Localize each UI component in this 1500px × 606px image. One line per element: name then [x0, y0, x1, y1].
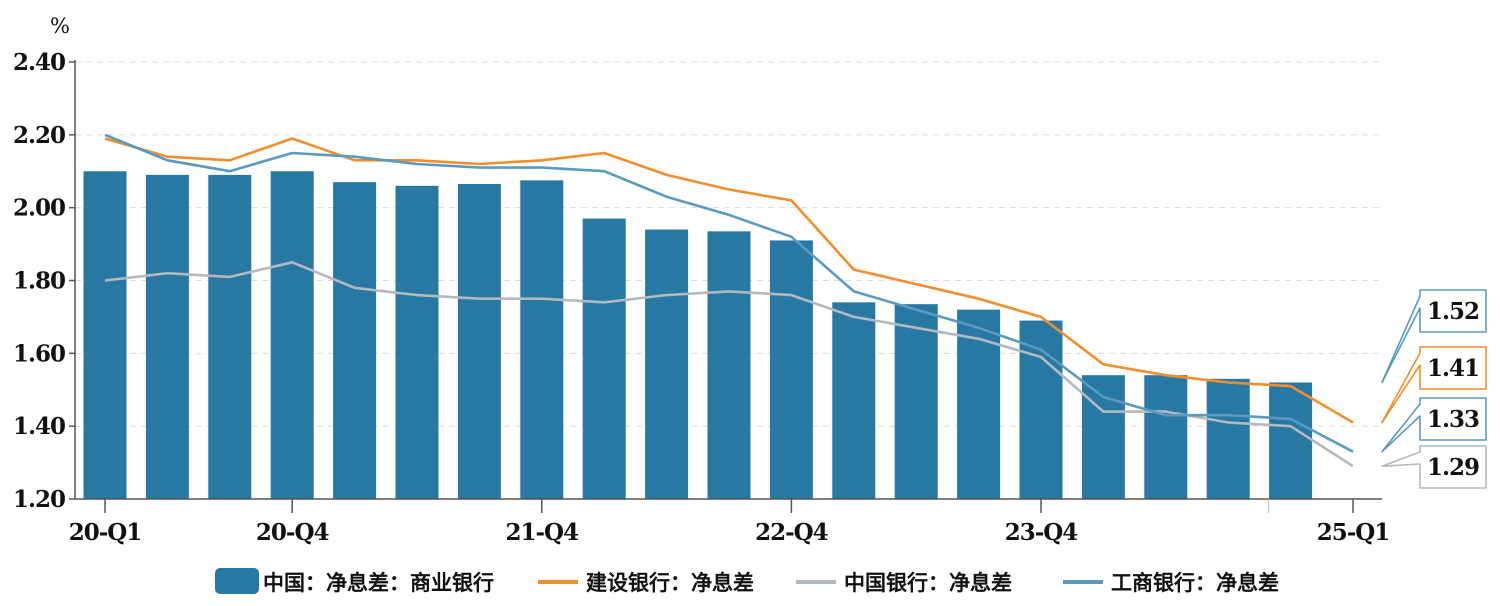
end-label-text: 1.52: [1427, 298, 1479, 325]
legend-swatch-bar: [215, 568, 259, 594]
end-label: 1.41: [1381, 346, 1487, 424]
bar: [83, 171, 127, 499]
x-tick-label: 20-Q4: [256, 519, 330, 546]
legend-item: 中国：净息差：商业银行: [215, 568, 494, 595]
bar: [957, 309, 1001, 499]
end-label-text: 1.33: [1427, 406, 1479, 433]
end-label-box: [1381, 346, 1487, 424]
line-series: [104, 133, 1354, 468]
bar: [832, 302, 876, 499]
legend-label: 工商银行：净息差: [1111, 571, 1279, 595]
end-label: 1.29: [1381, 445, 1487, 489]
bar: [333, 182, 377, 500]
legend-label: 中国：净息差：商业银行: [263, 571, 494, 595]
legend-item: 建设银行：净息差: [538, 571, 754, 595]
series-line: [104, 133, 1354, 453]
bar: [457, 183, 501, 499]
end-label-text: 1.41: [1427, 355, 1479, 382]
x-tick-labels: 20-Q1 20-Q4 21-Q4 22-Q4 23-Q4 25-Q1: [69, 519, 1391, 546]
end-value-labels: 1.52 1.41 1.33 1.29: [1381, 289, 1487, 489]
x-tick-label: 23-Q4: [1005, 519, 1079, 546]
bar: [769, 240, 813, 500]
bar: [145, 174, 189, 499]
end-label-box: [1381, 289, 1487, 384]
bar: [395, 185, 439, 500]
y-tick-label: 1.60: [13, 340, 65, 367]
bar-series: [83, 171, 1313, 500]
y-tick-label: 2.00: [13, 195, 65, 222]
bar: [208, 174, 252, 499]
bar: [1206, 378, 1250, 499]
end-label-box: [1381, 445, 1487, 489]
end-label: 1.33: [1381, 397, 1487, 453]
series-line: [104, 260, 1354, 468]
legend: 中国：净息差：商业银行 建设银行：净息差 中国银行：净息差 工商银行：净息差: [215, 568, 1279, 595]
y-tick-label: 2.40: [13, 49, 65, 76]
end-label: 1.52: [1381, 289, 1487, 384]
end-label-box: [1381, 397, 1487, 453]
y-tick-label: 1.80: [13, 268, 65, 295]
y-tick-label: 1.20: [13, 486, 65, 513]
bar: [520, 180, 564, 499]
bar: [1081, 375, 1125, 499]
y-tick-labels: 1.20 1.40 1.60 1.80 2.00 2.20 2.40: [13, 49, 66, 513]
axes: [69, 60, 1382, 513]
bar: [582, 218, 626, 499]
bar: [1144, 375, 1188, 499]
bar: [1019, 320, 1063, 499]
x-tick-label: 22-Q4: [755, 519, 829, 546]
bar: [707, 231, 751, 499]
bar: [645, 229, 689, 499]
bar: [894, 304, 938, 499]
legend-label: 建设银行：净息差: [586, 571, 754, 595]
y-tick-label: 1.40: [13, 413, 65, 440]
legend-label: 中国银行：净息差: [844, 571, 1012, 595]
end-label-text: 1.29: [1427, 454, 1479, 481]
x-tick-label: 25-Q1: [1317, 519, 1390, 546]
legend-item: 工商银行：净息差: [1063, 571, 1279, 595]
x-tick-label: 20-Q1: [69, 519, 142, 546]
y-axis-unit: %: [50, 14, 70, 38]
bar: [1269, 382, 1313, 499]
y-tick-label: 2.20: [13, 122, 65, 149]
x-tick-label: 21-Q4: [506, 519, 580, 546]
legend-item: 中国银行：净息差: [796, 571, 1012, 595]
series-line: [104, 137, 1354, 424]
bar: [270, 171, 314, 499]
